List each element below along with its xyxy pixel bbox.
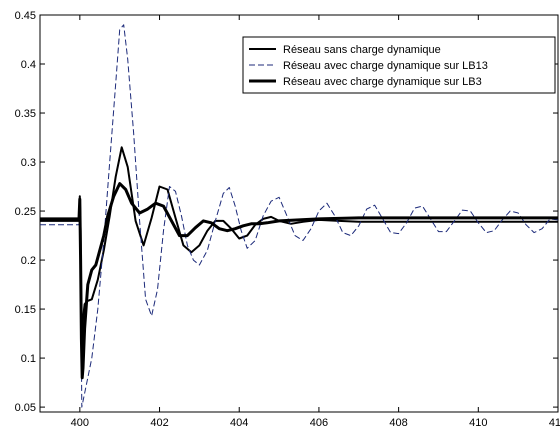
y-tick-label: 0.2 xyxy=(21,255,36,267)
x-tick-label: 410 xyxy=(469,417,487,429)
x-tick-label: 400 xyxy=(71,417,89,429)
y-tick-label: 0.25 xyxy=(15,206,36,218)
series-line-2 xyxy=(40,24,558,408)
legend: Réseau sans charge dynamique Réseau avec … xyxy=(242,36,556,94)
series-layer xyxy=(40,24,558,408)
x-tick-label: 408 xyxy=(389,417,407,429)
x-tick-label: 402 xyxy=(150,417,168,429)
legend-box xyxy=(242,36,556,94)
x-tick-label: 406 xyxy=(310,417,328,429)
legend-label: Réseau avec charge dynamique sur LB13 xyxy=(283,60,488,72)
x-axis: 400 402 404 406 408 410 412 xyxy=(71,15,560,429)
y-tick-label: 0.35 xyxy=(15,108,36,120)
legend-label: Réseau sans charge dynamique xyxy=(283,44,441,56)
series-line-3 xyxy=(40,182,558,380)
y-tick-label: 0.1 xyxy=(21,353,36,365)
legend-label: Réseau avec charge dynamique sur LB3 xyxy=(283,76,482,88)
x-tick-label: 412 xyxy=(549,417,560,429)
y-tick-label: 0.45 xyxy=(15,10,36,22)
x-tick-label: 404 xyxy=(230,417,248,429)
y-axis: 0.05 0.1 0.15 0.2 0.25 0.3 0.35 0.4 0.45 xyxy=(15,10,558,414)
y-tick-label: 0.05 xyxy=(15,402,36,414)
y-tick-label: 0.3 xyxy=(21,157,36,169)
y-tick-label: 0.15 xyxy=(15,304,36,316)
y-tick-label: 0.4 xyxy=(21,59,36,71)
